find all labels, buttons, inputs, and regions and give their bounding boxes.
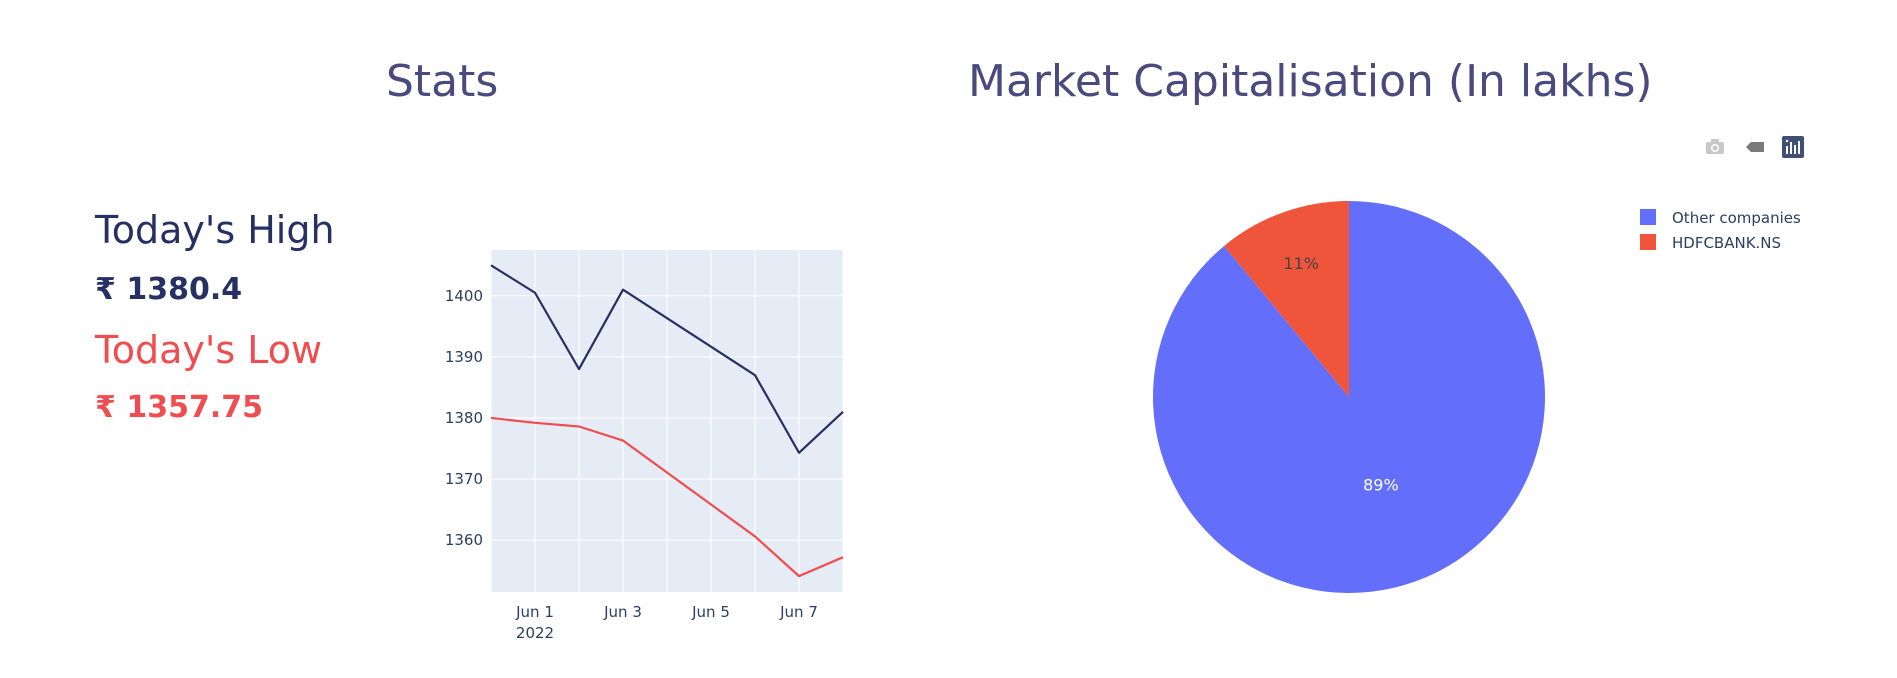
x-tick-year: 2022 [516, 624, 554, 642]
y-tick-label: 1390 [445, 348, 483, 366]
plotly-logo-icon[interactable] [1782, 136, 1804, 158]
legend-label[interactable]: Other companies [1672, 209, 1801, 227]
low-series-line[interactable] [490, 416, 844, 578]
y-tick-label: 1370 [445, 470, 483, 488]
pie-slice-label: 89% [1363, 476, 1399, 495]
todays-low-value: ₹ 1357.75 [95, 390, 263, 425]
legend-label[interactable]: HDFCBANK.NS [1672, 234, 1781, 252]
x-tick-label: Jun 7 [779, 603, 818, 621]
stats-title: Stats [386, 56, 499, 107]
pie-slice[interactable] [1224, 201, 1349, 397]
legend-swatch[interactable] [1640, 209, 1656, 225]
market-cap-title: Market Capitalisation (In lakhs) [968, 56, 1653, 107]
x-tick-label: Jun 5 [691, 603, 730, 621]
y-tick-label: 1360 [445, 531, 483, 549]
todays-high-label: Today's High [95, 208, 335, 252]
todays-high-value: ₹ 1380.4 [95, 272, 243, 307]
x-tick-label: Jun 1 [515, 603, 554, 621]
camera-icon[interactable] [1704, 136, 1726, 158]
tag-icon[interactable] [1744, 136, 1766, 158]
y-tick-label: 1400 [445, 287, 483, 305]
x-tick-label: Jun 3 [603, 603, 642, 621]
todays-low-label: Today's Low [95, 328, 323, 372]
y-tick-label: 1380 [445, 409, 483, 427]
high-series-line[interactable] [490, 264, 844, 454]
legend-swatch[interactable] [1640, 234, 1656, 250]
pie-slice-label: 11% [1283, 254, 1319, 273]
